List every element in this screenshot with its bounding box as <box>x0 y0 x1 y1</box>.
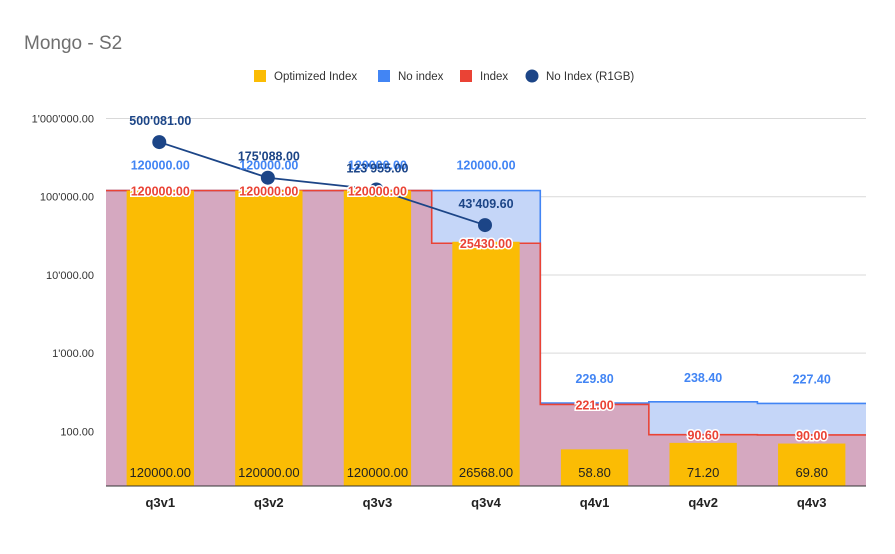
bar-q4v1 <box>560 449 629 486</box>
point-q3v3 <box>369 182 384 197</box>
no-index-label: 229.80 <box>575 372 613 386</box>
point-q3v1 <box>152 135 167 150</box>
y-tick-label: 10'000.00 <box>46 270 94 282</box>
index-label: 120000.00 <box>239 185 298 199</box>
point-q3v4 <box>478 218 492 233</box>
line-no-index-r1gb <box>159 141 486 226</box>
x-tick-label: q3v2 <box>254 495 284 510</box>
line-index <box>106 189 866 436</box>
index-label: 90.00 <box>796 429 827 443</box>
index-label: 120000.00 <box>348 185 407 199</box>
bar-value-label: 71.20 <box>687 465 720 480</box>
line-series <box>152 135 492 233</box>
no-index-label: 120000.00 <box>456 159 515 173</box>
x-tick-label: q4v3 <box>797 495 827 510</box>
no-index-r1gb-label: 175'088.00 <box>238 150 300 164</box>
no-index-r1gb-label: 43'409.60 <box>458 197 513 211</box>
bars <box>126 190 846 486</box>
legend-swatch <box>525 69 539 83</box>
data-labels: 120000.00 120000.00 120000.00 26568.00 58.80… <box>129 114 831 480</box>
bar-q4v3 <box>778 443 846 486</box>
x-tick-label: q4v2 <box>688 495 718 510</box>
bar-q4v2 <box>669 442 737 486</box>
bar-q3v3 <box>343 190 412 486</box>
axes: 100.00 1'000.00 10'000.00 100'000.00 1'000'0… <box>32 114 866 510</box>
index-label: 25430.00 <box>460 237 512 251</box>
bar-value-label: 120000.00 <box>347 465 408 480</box>
y-tick-label: 1'000'000.00 <box>32 114 94 126</box>
bar-value-label: 69.80 <box>795 465 828 480</box>
legend: Optimized Index No index Index No Index (R1… <box>254 69 634 83</box>
bar-q3v2 <box>235 190 303 486</box>
legend-swatch <box>460 70 472 82</box>
legend-label: Index <box>480 71 508 83</box>
no-index-r1gb-label: 500'081.00 <box>129 114 191 128</box>
no-index-label: 120000.00 <box>131 159 190 173</box>
bar-q3v1 <box>126 190 194 486</box>
no-index-r1gb-label: 123'955.00 <box>346 161 408 175</box>
bar-value-label: 120000.00 <box>238 465 299 480</box>
legend-label: Optimized Index <box>274 71 357 83</box>
chart-title: Mongo - S2 <box>24 33 122 54</box>
x-tick-label: q3v4 <box>471 495 501 510</box>
x-tick-label: q4v1 <box>580 495 610 510</box>
y-tick-label: 1'000.00 <box>52 348 94 360</box>
bar-value-label: 58.80 <box>578 465 611 480</box>
legend-label: No Index (R1GB) <box>546 71 634 83</box>
no-index-label: 227.40 <box>793 372 831 386</box>
legend-label: No index <box>398 71 444 83</box>
no-index-label: 238.40 <box>684 371 722 385</box>
index-label: 90.60 <box>688 429 719 443</box>
index-label: 120000.00 <box>131 185 190 199</box>
index-label: 221.00 <box>575 398 613 412</box>
y-tick-label: 100.00 <box>60 426 94 438</box>
no-index-label: 120000.00 <box>239 159 298 173</box>
point-q3v2 <box>260 170 275 185</box>
bar-value-label: 26568.00 <box>459 465 513 480</box>
bar-value-label: 120000.00 <box>130 465 191 480</box>
legend-swatch <box>254 70 266 82</box>
x-tick-label: q3v3 <box>363 495 393 510</box>
y-tick-label: 100'000.00 <box>40 192 94 204</box>
x-tick-label: q3v1 <box>145 495 175 510</box>
bar-q3v4 <box>452 241 520 486</box>
legend-swatch <box>378 70 390 82</box>
no-index-label: 120000.00 <box>348 159 407 173</box>
